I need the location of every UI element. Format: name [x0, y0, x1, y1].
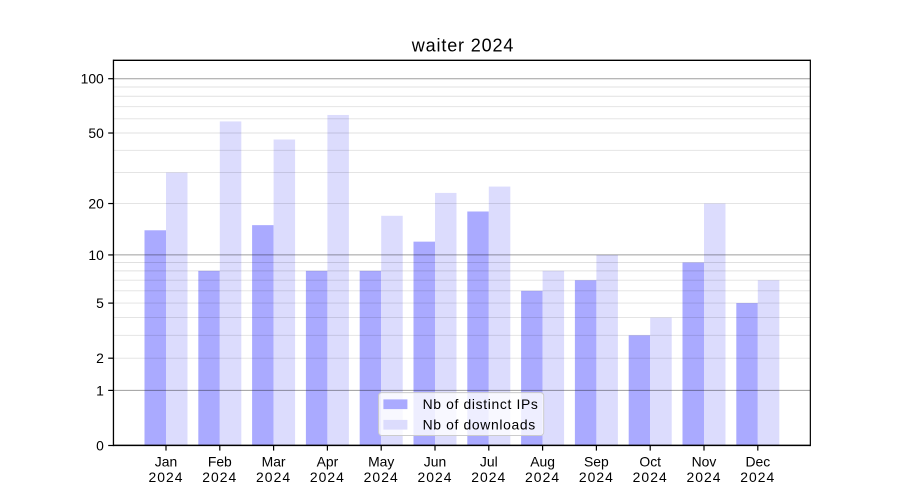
- svg-text:2024: 2024: [633, 469, 668, 485]
- svg-text:10: 10: [88, 247, 104, 263]
- svg-text:2024: 2024: [148, 469, 183, 485]
- svg-text:Jul: Jul: [480, 453, 498, 469]
- svg-text:100: 100: [81, 71, 104, 87]
- svg-text:Mar: Mar: [262, 453, 286, 469]
- svg-text:2024: 2024: [579, 469, 614, 485]
- svg-text:20: 20: [88, 195, 104, 211]
- svg-text:Feb: Feb: [208, 453, 232, 469]
- svg-text:Sep: Sep: [584, 453, 609, 469]
- svg-text:2024: 2024: [686, 469, 721, 485]
- svg-text:Dec: Dec: [745, 453, 770, 469]
- svg-text:0: 0: [96, 437, 104, 453]
- svg-text:Nb of distinct IPs: Nb of distinct IPs: [423, 396, 539, 412]
- svg-text:1: 1: [96, 382, 104, 398]
- svg-text:2024: 2024: [256, 469, 291, 485]
- svg-text:Oct: Oct: [639, 453, 661, 469]
- svg-text:2024: 2024: [525, 469, 560, 485]
- svg-text:2024: 2024: [740, 469, 775, 485]
- svg-text:2: 2: [96, 350, 104, 366]
- svg-text:Apr: Apr: [317, 453, 339, 469]
- svg-text:2024: 2024: [471, 469, 506, 485]
- svg-text:2024: 2024: [364, 469, 399, 485]
- svg-text:Jan: Jan: [155, 453, 177, 469]
- svg-text:Nb of downloads: Nb of downloads: [423, 416, 536, 432]
- svg-text:Jun: Jun: [424, 453, 446, 469]
- svg-text:2024: 2024: [310, 469, 345, 485]
- svg-text:Aug: Aug: [530, 453, 555, 469]
- svg-text:waiter 2024: waiter 2024: [411, 36, 514, 56]
- svg-text:May: May: [368, 453, 394, 469]
- svg-text:2024: 2024: [417, 469, 452, 485]
- svg-text:Nov: Nov: [692, 453, 717, 469]
- svg-text:5: 5: [96, 295, 104, 311]
- svg-text:2024: 2024: [202, 469, 237, 485]
- svg-text:50: 50: [88, 125, 104, 141]
